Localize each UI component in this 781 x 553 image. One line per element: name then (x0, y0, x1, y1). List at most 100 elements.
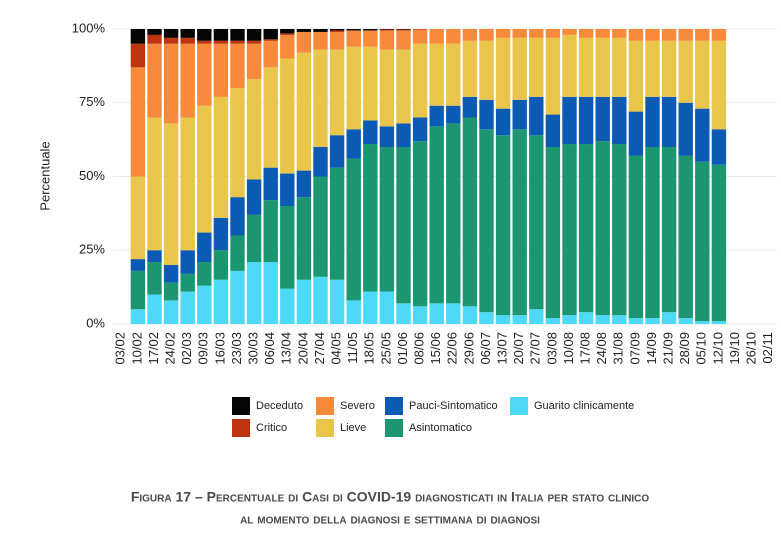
bar-segment (695, 29, 710, 41)
bar-segment (329, 29, 345, 31)
bar-segment (379, 49, 395, 127)
bar-segment (379, 29, 395, 31)
bar-segment (147, 117, 162, 251)
bar-segment (661, 312, 677, 324)
bar-segment (130, 176, 146, 260)
y-axis-label: Percentuale (37, 141, 52, 210)
x-tick-label: 13/04 (279, 332, 294, 365)
bar-segment (346, 46, 361, 130)
x-tick-label: 24/02 (163, 332, 178, 365)
bar-segment (147, 29, 162, 35)
bar-segment (512, 99, 527, 130)
x-tick-label: 29/06 (461, 332, 476, 365)
bar-segment (180, 29, 195, 38)
bar-segment (280, 29, 295, 34)
bar-segment (695, 321, 710, 324)
x-tick-label: 04/05 (329, 332, 344, 365)
bar-segment (429, 105, 444, 127)
bar-segment (246, 262, 262, 324)
bar-segment (711, 40, 727, 130)
bar-segment (363, 30, 378, 47)
bar-segment (296, 31, 312, 53)
bar-segment (562, 144, 577, 316)
bar-segment (346, 29, 361, 31)
bar-segment (479, 129, 494, 313)
bar-segment (711, 321, 727, 324)
x-tick-label: 12/10 (710, 332, 725, 365)
bar-segment (363, 120, 378, 145)
bar-segment (562, 29, 577, 35)
bar-segment (462, 40, 478, 97)
bar-segment (329, 31, 345, 50)
bar-segment (645, 40, 660, 97)
bar-segment (163, 265, 179, 283)
bar-segment (695, 40, 710, 109)
bar-segment (313, 29, 328, 32)
bar-segment (562, 315, 577, 324)
bar-segment (263, 39, 278, 41)
x-tick-label: 24/08 (594, 332, 609, 365)
bar-segment (197, 43, 212, 106)
bar-segment (197, 29, 212, 41)
legend-label: Critico (256, 422, 287, 434)
bar-segment (612, 29, 627, 38)
x-tick-label: 31/08 (611, 332, 626, 365)
bar-segment (479, 312, 494, 324)
x-tick-label: 03/08 (544, 332, 559, 365)
bar-segment (379, 30, 395, 50)
bar-segment (645, 29, 660, 41)
bar-segment (479, 29, 494, 41)
bar-segment (711, 129, 727, 165)
x-tick-label: 26/10 (744, 332, 759, 365)
bar-segment (147, 294, 162, 324)
bar-segment (678, 155, 693, 319)
bar-segment (446, 105, 461, 124)
bar-segment (661, 96, 677, 147)
bar-segment (180, 43, 195, 118)
bar-segment (661, 147, 677, 313)
bar-segment (363, 144, 378, 292)
legend-label: Pauci-Sintomatico (409, 400, 498, 412)
bar-segment (628, 318, 644, 324)
legend-label: Lieve (340, 422, 366, 434)
x-tick-label: 17/08 (578, 332, 593, 365)
bar-segment (163, 300, 179, 324)
bar-segment (678, 318, 693, 324)
bar-segment (379, 126, 395, 147)
bar-segment (163, 29, 179, 38)
bar-segment (246, 29, 262, 41)
bar-segment (363, 291, 378, 324)
x-tick-label: 19/10 (727, 332, 742, 365)
bar-segment (429, 43, 444, 106)
x-tick-label: 02/03 (179, 332, 194, 365)
bar-segment (595, 96, 610, 142)
bar-segment (595, 141, 610, 316)
x-tick-label: 30/03 (246, 332, 261, 365)
bar-segment (379, 29, 395, 30)
bar-segment (412, 29, 428, 30)
bar-segment (213, 40, 229, 44)
bar-segment (313, 31, 328, 50)
bar-segment (479, 40, 494, 100)
bar-segment (346, 158, 361, 301)
bar-segment (346, 300, 361, 324)
bar-segment (230, 270, 245, 324)
bar-segment (495, 37, 511, 109)
bar-segment (462, 29, 478, 41)
bar-segment (230, 88, 245, 198)
bar-segment (612, 315, 627, 324)
bar-segment (628, 111, 644, 156)
bar-segment (462, 117, 478, 307)
bar-segment (578, 144, 594, 313)
x-tick-label: 13/07 (495, 332, 510, 365)
bar-segment (346, 129, 361, 159)
bar-segment (429, 126, 444, 304)
bar-segment (230, 40, 245, 44)
bar-segment (396, 29, 411, 31)
bar-segment (695, 108, 710, 162)
bar-segment (313, 49, 328, 147)
bar-segment (329, 279, 345, 324)
bar-segment (180, 291, 195, 324)
bar-segment (147, 262, 162, 295)
bar-segment (512, 315, 527, 324)
